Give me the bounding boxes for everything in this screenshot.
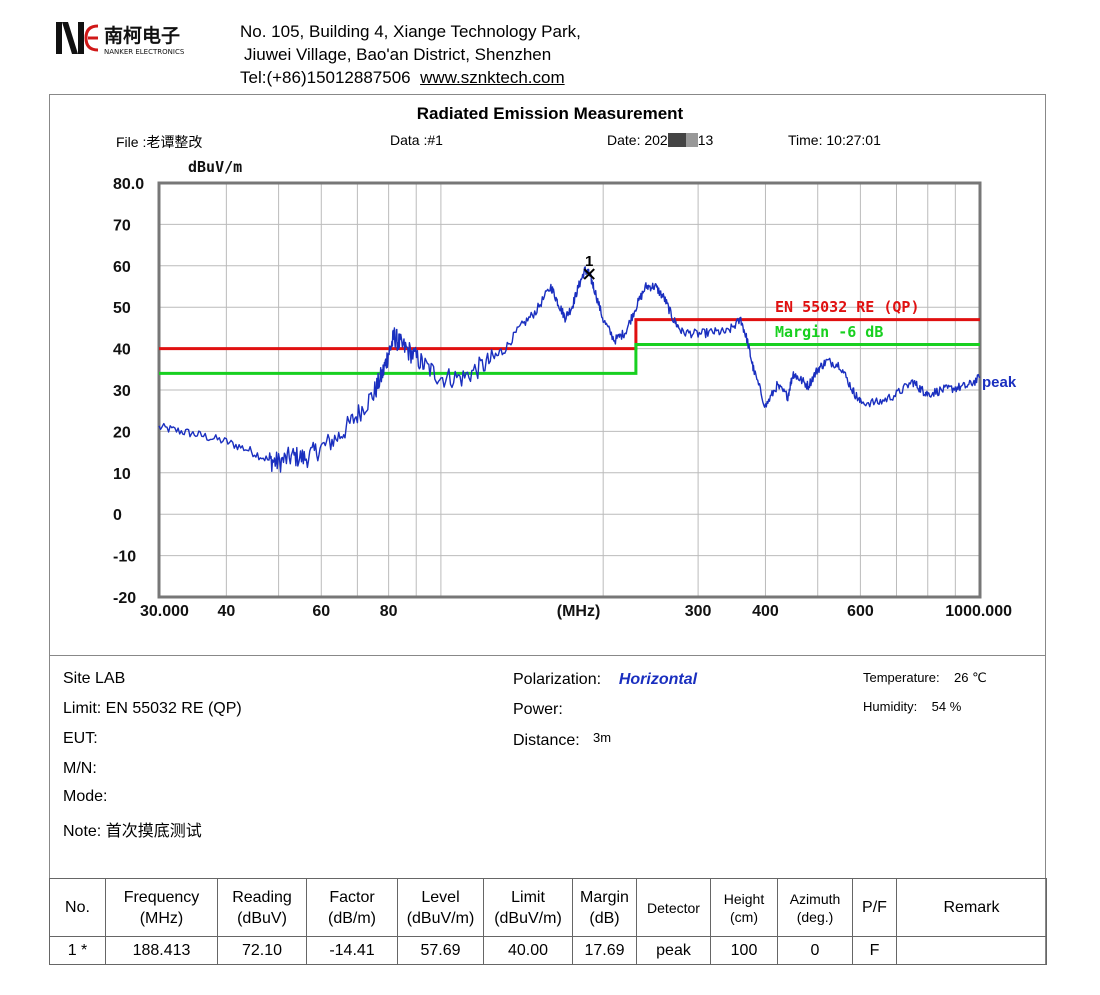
y-tick-label: -20 (113, 590, 136, 607)
y-tick-label: 80.0 (113, 176, 144, 193)
address-line-1: No. 105, Building 4, Xiange Technology P… (240, 22, 581, 41)
header-cell: P/F (852, 878, 897, 937)
x-tick-label: 400 (752, 603, 779, 620)
table-row: 1 * 188.413 72.10 -14.41 57.69 40.00 17.69 peak… (49, 936, 1047, 965)
header-cell: Detector (636, 878, 711, 937)
polarization-info: Polarization: Horizontal (513, 671, 697, 689)
time-label: Time: 10:27:01 (788, 132, 881, 148)
humidity-value: 54 % (931, 699, 962, 714)
distance-value: 3m (593, 730, 612, 745)
y-tick-label: 0 (113, 507, 122, 524)
logo-e-arc (84, 24, 99, 52)
date-prefix: Date: 202 (607, 132, 668, 148)
y-tick-label: 30 (113, 383, 131, 400)
date-suffix: 13 (697, 132, 714, 148)
table-cell: peak (636, 936, 711, 965)
margin-label: Margin -6 dB (775, 323, 883, 341)
logo-subtext: NANKER ELECTRONICS (104, 48, 185, 56)
polarization-label: Polarization: (513, 671, 602, 688)
mn-info: M/N: (63, 760, 97, 777)
table-cell (896, 936, 1047, 965)
table-cell: 188.413 (105, 936, 218, 965)
plot-frame (157, 181, 982, 599)
x-tick-label: 60 (312, 603, 330, 620)
table-cell: -14.41 (306, 936, 398, 965)
date-label: Date: 202 13 (607, 132, 713, 148)
table-header-row: No. Frequency (MHz) Reading (dBuV) Factor (dB/… (49, 878, 1047, 937)
header-cell: No. (49, 878, 106, 937)
section-divider (49, 655, 1046, 656)
x-axis-label: (MHz) (557, 603, 601, 620)
header-cell: Limit (dBuV/m) (483, 878, 573, 937)
table-cell: 1 * (49, 936, 106, 965)
temperature-label: Temperature: (863, 670, 940, 685)
marker-x (583, 268, 595, 280)
y-tick-label: 10 (113, 466, 131, 483)
site-info: Site LAB (63, 670, 126, 687)
eut-info: EUT: (63, 730, 98, 747)
table-cell: 72.10 (217, 936, 307, 965)
humidity-info: Humidity: 54 % (863, 699, 961, 714)
limit-label: EN 55032 RE (QP) (775, 298, 920, 316)
power-info: Power: (513, 701, 563, 718)
table-cell: F (852, 936, 897, 965)
data-label: Data :#1 (390, 132, 443, 148)
header-cell: Remark (896, 878, 1047, 937)
note-info: Note: 首次摸底测试 (63, 823, 202, 840)
y-tick-label: 20 (113, 424, 131, 441)
mode-info: Mode: (63, 788, 108, 805)
website-link[interactable]: www.sznktech.com (420, 68, 565, 87)
x-tick-label: 80 (380, 603, 398, 620)
header-cell: Margin (dB) (572, 878, 637, 937)
chart-title: Radiated Emission Measurement (416, 104, 684, 123)
margin-line (159, 343, 980, 375)
marker-label: 1 (585, 253, 593, 270)
temperature-info: Temperature: 26 ℃ (863, 670, 987, 686)
header-cell: Reading (dBuV) (217, 878, 307, 937)
table-cell: 57.69 (397, 936, 484, 965)
x-tick-label: 1000.000 (945, 603, 1012, 620)
file-label: File :老谭整改 (116, 134, 203, 150)
results-table: No. Frequency (MHz) Reading (dBuV) Factor (dB/… (49, 878, 1047, 965)
report-frame (49, 94, 1046, 965)
logo-text: 南柯电子 (104, 24, 180, 47)
y-axis-label: dBuV/m (188, 158, 242, 176)
header-cell: Azimuth (deg.) (777, 878, 853, 937)
polarization-value: Horizontal (618, 671, 698, 688)
y-tick-label: 50 (113, 300, 131, 317)
header-cell: Height (cm) (710, 878, 778, 937)
table-body: 1 * 188.413 72.10 -14.41 57.69 40.00 17.69 peak… (49, 936, 1047, 965)
x-tick-label: 300 (685, 603, 712, 620)
y-tick-label: 70 (113, 217, 131, 234)
table-cell: 0 (777, 936, 853, 965)
x-tick-label: 600 (847, 603, 874, 620)
table-cell: 40.00 (483, 936, 573, 965)
table-cell: 100 (710, 936, 778, 965)
company-logo: 南柯电子 NANKER ELECTRONICS (56, 22, 185, 56)
header-cell: Frequency (MHz) (105, 878, 218, 937)
distance-info: Distance: 3m (513, 730, 611, 750)
y-tick-label: -10 (113, 549, 136, 566)
logo-n-diagonal (62, 22, 78, 54)
tel: Tel:(+86)15012887506 (240, 68, 411, 87)
date-redaction (667, 133, 698, 147)
peak-trace (158, 266, 981, 473)
header-cell: Factor (dB/m) (306, 878, 398, 937)
humidity-label: Humidity: (863, 699, 918, 714)
x-tick-label: 40 (217, 603, 235, 620)
header-cell: Level (dBuV/m) (397, 878, 484, 937)
table-cell: 17.69 (572, 936, 637, 965)
logo-n-bar-right (78, 22, 84, 54)
logo-n-bar-left (56, 22, 62, 54)
x-tick-label: 30.000 (140, 603, 189, 620)
y-tick-label: 40 (113, 342, 131, 359)
limit-info: Limit: EN 55032 RE (QP) (63, 700, 242, 717)
contact-line: Tel:(+86)15012887506 www.sznktech.com (240, 68, 565, 88)
distance-label: Distance: (513, 732, 580, 749)
temperature-value: 26 ℃ (954, 670, 987, 685)
peak-label: peak (982, 374, 1017, 391)
emission-chart: 80.0 70 60 50 40 30 20 10 0 -10 -20 dBuV/m 30.000 40 6… (113, 158, 1017, 620)
y-tick-label: 60 (113, 259, 131, 276)
address-line-2: Jiuwei Village, Bao'an District, Shenzhe… (244, 45, 552, 64)
